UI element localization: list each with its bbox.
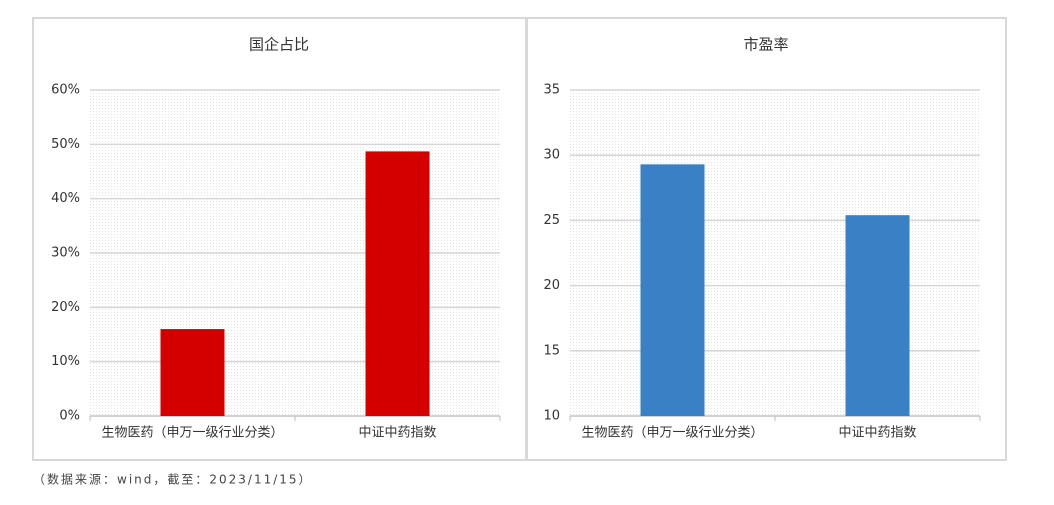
y-tick-label: 60% xyxy=(51,83,80,98)
chart-title: 国企占比 xyxy=(249,36,309,54)
y-tick-label: 10% xyxy=(51,354,80,369)
bar xyxy=(640,164,705,416)
y-tick-label: 20 xyxy=(543,278,560,293)
y-tick-label: 40% xyxy=(51,191,80,206)
x-tick-label: 中证中药指数 xyxy=(358,426,436,441)
y-tick-label: 30% xyxy=(51,246,80,261)
y-tick-label: 25 xyxy=(543,213,560,228)
bar xyxy=(845,215,910,416)
x-tick-label: 生物医药（申万一级行业分类） xyxy=(581,426,763,441)
bar xyxy=(160,329,225,416)
y-tick-label: 20% xyxy=(51,300,80,315)
bar xyxy=(365,151,430,416)
y-tick-label: 10 xyxy=(543,409,560,424)
chart-title: 市盈率 xyxy=(743,36,788,54)
x-tick-label: 生物医药（申万一级行业分类） xyxy=(101,426,283,441)
y-tick-label: 0% xyxy=(59,409,80,424)
y-tick-label: 35 xyxy=(543,83,560,98)
y-tick-label: 50% xyxy=(51,137,80,152)
plot-background xyxy=(570,90,980,416)
x-tick-label: 中证中药指数 xyxy=(838,426,916,441)
y-tick-label: 15 xyxy=(543,343,560,358)
source-note: （数据来源：wind，截至：2023/11/15） xyxy=(33,472,313,487)
y-tick-label: 30 xyxy=(543,148,560,163)
